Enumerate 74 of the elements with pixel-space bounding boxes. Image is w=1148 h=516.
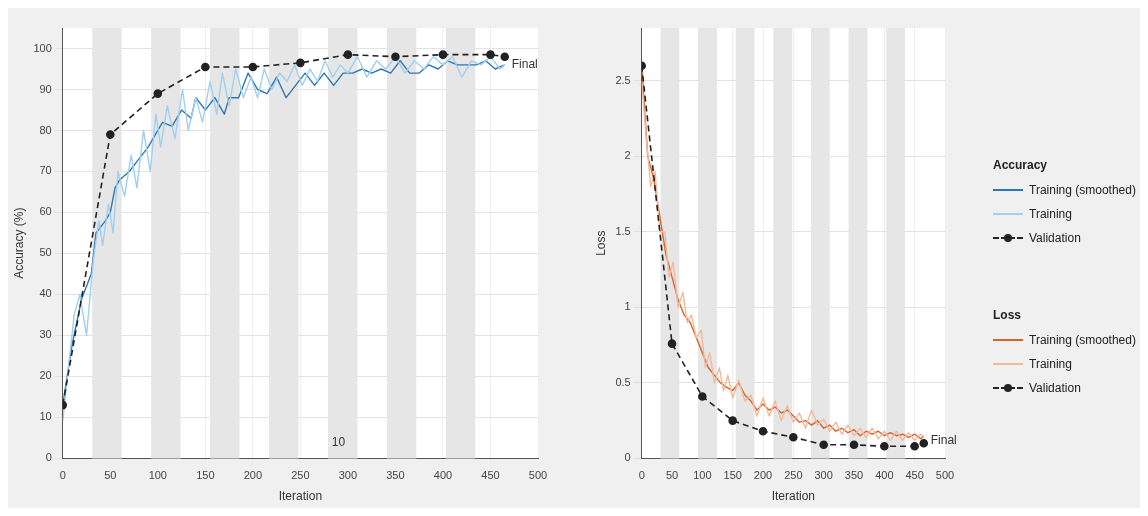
y-axis-title: Loss [593, 230, 608, 256]
y-tick-label: 20 [39, 369, 52, 382]
x-tick-label: 300 [338, 469, 358, 482]
y-tick-label: 2 [624, 149, 631, 162]
x-tick-label: 250 [784, 469, 803, 482]
point [296, 58, 305, 68]
legend-label: Validation [1029, 231, 1081, 245]
point [438, 50, 448, 59]
legend-label: Training [1029, 357, 1072, 371]
legend-label: Training (smoothed) [1029, 183, 1136, 197]
x-tick-label: 450 [481, 469, 500, 482]
x-tick-label: 250 [291, 469, 310, 482]
y-tick-label: 80 [39, 123, 52, 136]
legend-title: Accuracy [993, 158, 1049, 172]
x-tick-label: 400 [433, 469, 453, 482]
x-tick-label: 150 [196, 469, 215, 482]
annotation: Final [511, 57, 538, 72]
x-tick-label: 350 [844, 469, 864, 482]
x-tick-label: 400 [875, 469, 894, 482]
annotation: Final [930, 432, 957, 447]
point [500, 52, 510, 61]
point [391, 52, 400, 61]
x-tick-label: 500 [528, 469, 548, 482]
y-tick-label: 50 [39, 246, 52, 259]
y-tick-label: 0.5 [615, 375, 631, 388]
y-tick-label: 30 [39, 328, 52, 341]
y-tick-label: 10 [39, 410, 52, 423]
y-tick-label: 100 [33, 41, 52, 54]
point [910, 442, 919, 451]
x-tick-label: 0 [59, 469, 66, 482]
x-axis-title: Iteration [771, 489, 816, 504]
y-tick-label: 1 [624, 300, 631, 313]
point [849, 440, 859, 450]
y-tick-label: 0 [45, 451, 52, 464]
point [698, 392, 707, 401]
y-tick-label: 0 [624, 451, 631, 464]
y-tick-label: 40 [39, 287, 52, 300]
annotation: 10 [331, 434, 346, 449]
point [880, 442, 889, 451]
y-tick-label: 1.5 [615, 224, 631, 237]
point [105, 130, 115, 139]
point [919, 439, 929, 448]
x-tick-label: 500 [935, 469, 955, 482]
legend-label: Training [1029, 207, 1072, 221]
y-axis-title: Accuracy (%) [11, 207, 26, 279]
point [728, 416, 737, 425]
point [153, 89, 163, 98]
y-tick-label: 60 [39, 205, 52, 218]
x-tick-label: 450 [905, 469, 924, 482]
point [343, 50, 353, 59]
point [789, 432, 798, 442]
x-tick-label: 150 [723, 469, 742, 482]
point [758, 426, 768, 436]
y-tick-label: 90 [39, 82, 52, 95]
x-tick-label: 200 [243, 469, 263, 482]
x-tick-label: 300 [814, 469, 833, 482]
legend-label: Training (smoothed) [1029, 333, 1136, 347]
point [667, 339, 677, 348]
point [248, 62, 258, 72]
x-tick-label: 350 [386, 469, 405, 482]
y-tick-label: 2.5 [615, 73, 631, 86]
x-tick-label: 50 [665, 469, 679, 482]
point [486, 50, 495, 59]
legend-label: Validation [1029, 381, 1081, 395]
legend-title: Loss [993, 308, 1022, 322]
x-axis-title: Iteration [278, 489, 323, 504]
point [201, 62, 210, 72]
x-tick-label: 200 [753, 469, 773, 482]
x-tick-label: 100 [693, 469, 712, 482]
x-tick-label: 0 [638, 469, 645, 482]
x-tick-label: 50 [104, 469, 117, 482]
point [819, 440, 828, 450]
x-tick-label: 100 [148, 469, 167, 482]
y-tick-label: 70 [39, 164, 52, 177]
